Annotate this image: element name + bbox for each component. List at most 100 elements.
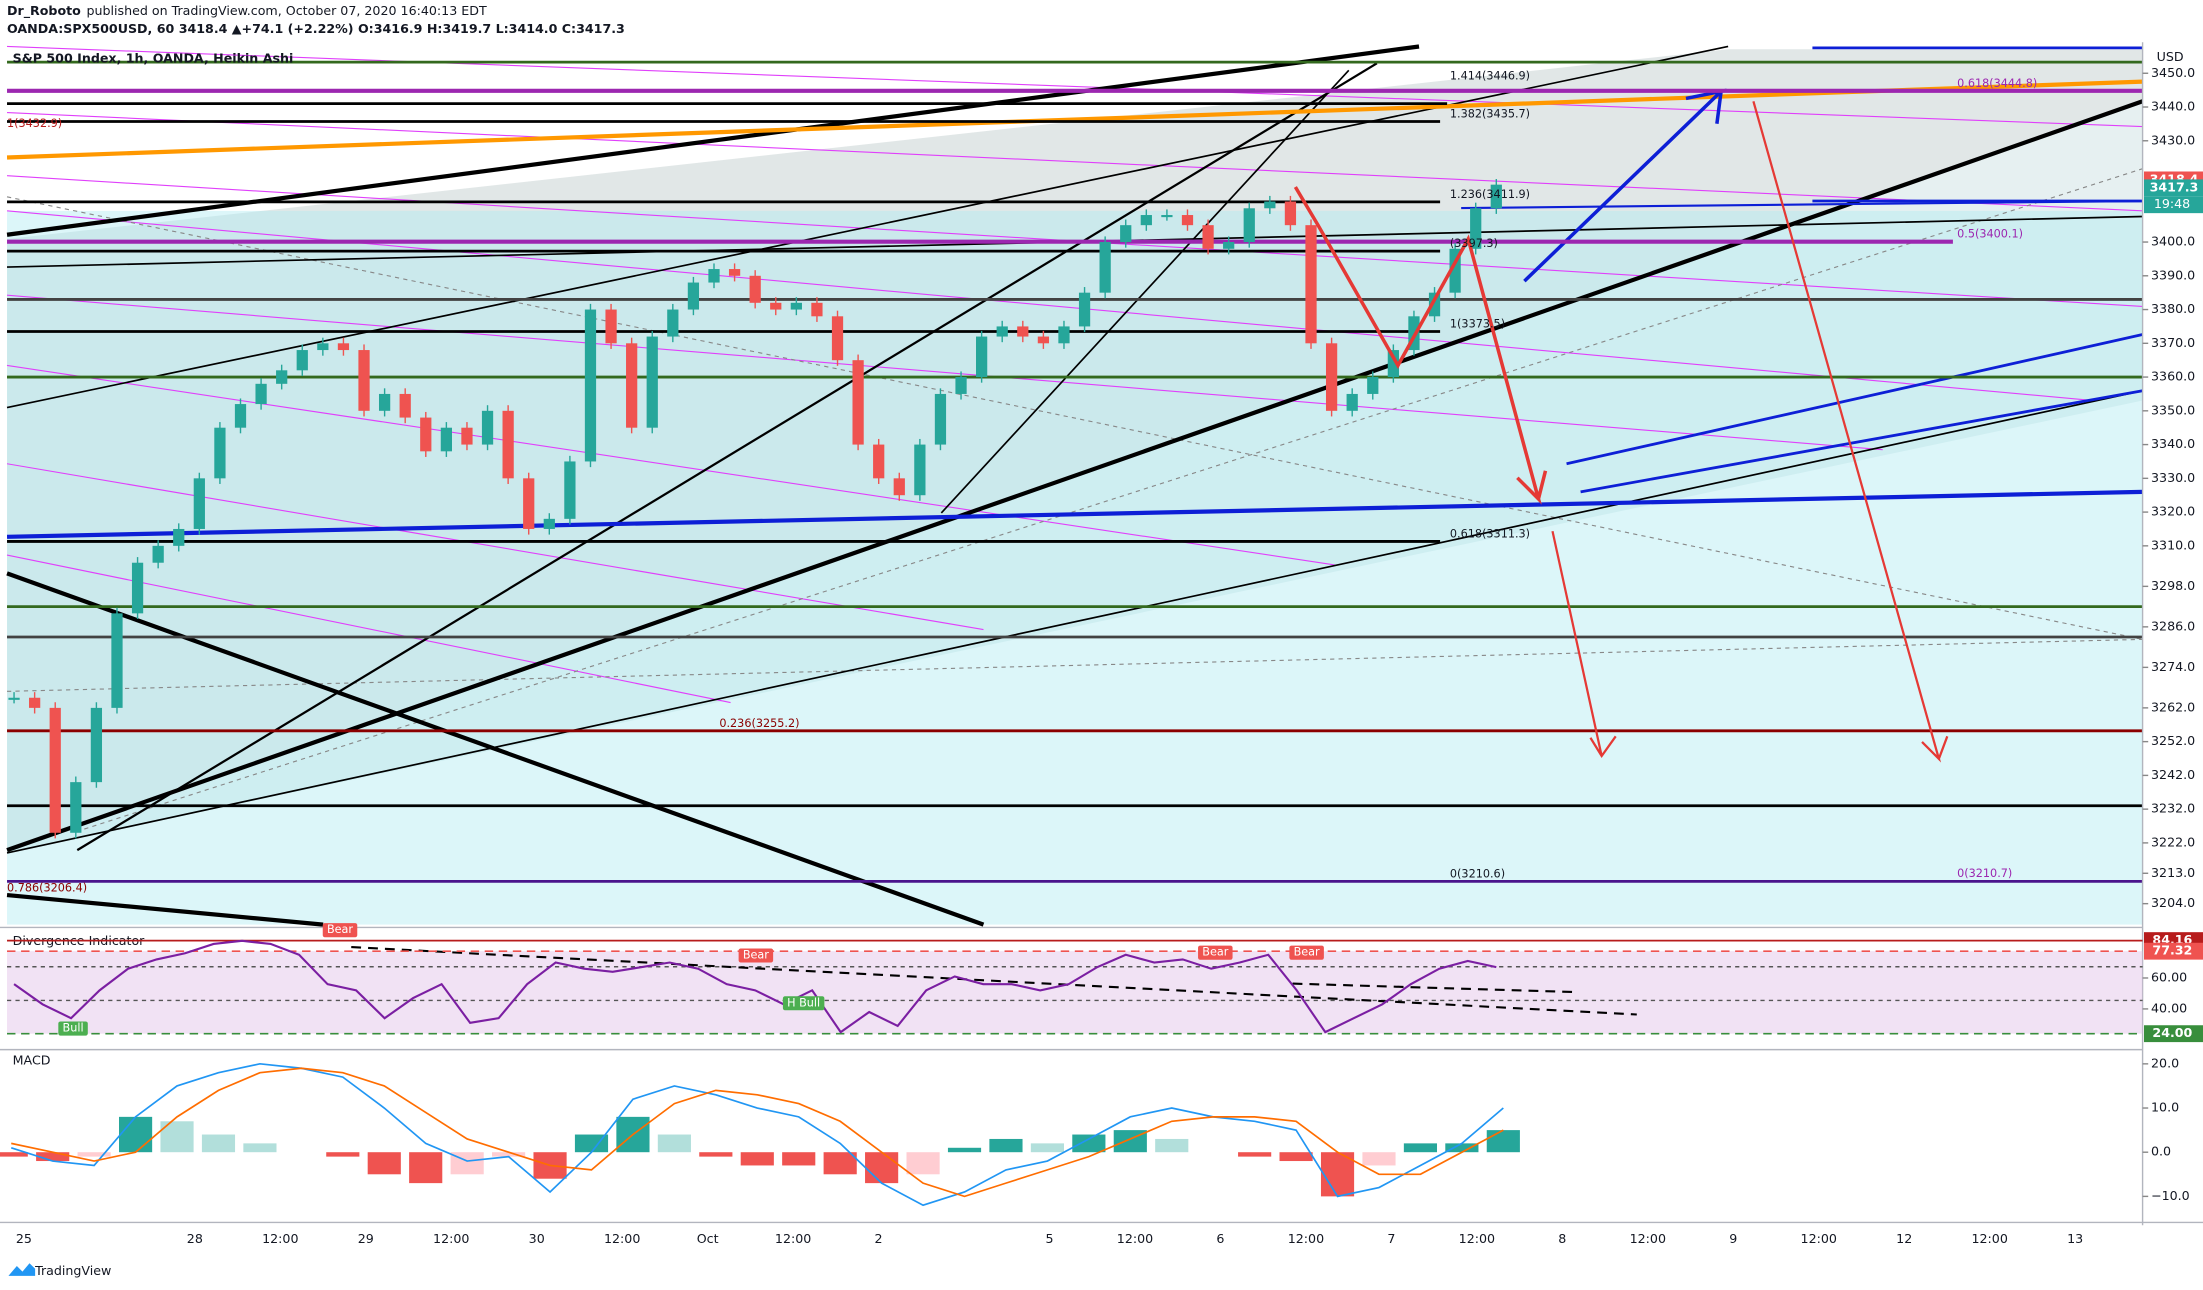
y-tick-label: 3380.0 bbox=[2151, 301, 2195, 316]
y-tick-label: 3350.0 bbox=[2151, 402, 2195, 417]
fib-label: 1.236(3411.9) bbox=[1450, 188, 1530, 201]
y-tick-label: 3320.0 bbox=[2151, 504, 2195, 519]
band bbox=[7, 951, 2143, 1034]
trend-line bbox=[6, 389, 2143, 854]
fib-label: 0.5(3400.1) bbox=[1957, 228, 2023, 241]
candle bbox=[1161, 215, 1173, 218]
x-tick-label: 2 bbox=[875, 1231, 883, 1246]
candle bbox=[543, 518, 555, 529]
histogram-bar bbox=[989, 1138, 1023, 1153]
candle bbox=[461, 427, 473, 445]
candle bbox=[1017, 326, 1029, 337]
candle bbox=[1284, 201, 1297, 226]
y-tick-label: 3232.0 bbox=[2151, 801, 2195, 816]
candle bbox=[626, 343, 638, 428]
signal-label: Bear bbox=[327, 923, 353, 936]
candle bbox=[131, 562, 144, 614]
candle bbox=[317, 343, 329, 351]
fib-label: 0(3210.7) bbox=[1957, 867, 2012, 880]
candle bbox=[49, 707, 61, 833]
dashed-lines bbox=[6, 168, 2143, 830]
histogram-bar bbox=[492, 1152, 526, 1157]
trend-line bbox=[1461, 199, 2143, 210]
histogram-bar bbox=[243, 1143, 277, 1153]
level-tag bbox=[2143, 1025, 2203, 1043]
blue-lines bbox=[6, 46, 2143, 539]
candles bbox=[7, 60, 2143, 883]
candle bbox=[337, 343, 350, 351]
candle bbox=[873, 444, 885, 479]
y-tick-label: 3298.0 bbox=[2151, 578, 2195, 593]
x-tick-label: 29 bbox=[358, 1231, 374, 1246]
fib-label: 0.618(3444.8) bbox=[1957, 77, 2037, 90]
y-tick-label: 3262.0 bbox=[2151, 699, 2195, 714]
y-tick-label: 3204.0 bbox=[2151, 895, 2195, 910]
histogram-bar bbox=[657, 1134, 691, 1153]
candle bbox=[1264, 201, 1276, 209]
y-tick-label: −10.0 bbox=[2151, 1188, 2190, 1203]
candle bbox=[914, 444, 926, 496]
candle bbox=[152, 545, 164, 563]
trend-line bbox=[6, 463, 984, 631]
price-tag-label: 3417.3 bbox=[2150, 179, 2199, 194]
macd-line bbox=[11, 1067, 1504, 1198]
histogram-bar bbox=[409, 1152, 443, 1184]
author: Dr_Roboto bbox=[7, 3, 81, 19]
x-tick-label: 12:00 bbox=[1630, 1231, 1666, 1246]
candle bbox=[1387, 350, 1399, 378]
candle bbox=[296, 350, 308, 371]
x-tick-label: 8 bbox=[1558, 1231, 1566, 1246]
y-tick-label: 3242.0 bbox=[2151, 767, 2195, 782]
footer: TradingView bbox=[34, 1263, 111, 1278]
candle bbox=[234, 404, 247, 428]
arrow bbox=[1752, 100, 1949, 763]
histogram-bar bbox=[1155, 1138, 1189, 1153]
candle bbox=[667, 309, 679, 337]
trend-line bbox=[84, 168, 2143, 830]
signal-badge bbox=[58, 1021, 88, 1036]
candle bbox=[564, 461, 576, 519]
fib-label: 1.414(3446.9) bbox=[1450, 70, 1530, 83]
arrow bbox=[1523, 88, 1727, 283]
fib-label: 1(3432.9) bbox=[7, 117, 62, 130]
x-tick-label: 12:00 bbox=[262, 1231, 298, 1246]
x-tick-label: 25 bbox=[16, 1231, 32, 1246]
level-tag-label: 24.00 bbox=[2152, 1025, 2192, 1040]
y-tick-label: 3370.0 bbox=[2151, 335, 2195, 350]
y-tick-label: 60.00 bbox=[2151, 969, 2187, 984]
signal-badge bbox=[1289, 945, 1324, 960]
y-tick-label: 3440.0 bbox=[2151, 99, 2195, 114]
candle bbox=[399, 393, 411, 418]
candle bbox=[1078, 292, 1091, 327]
candle bbox=[934, 393, 947, 445]
candle bbox=[955, 377, 967, 394]
histogram-bar bbox=[1238, 1152, 1272, 1157]
x-tick-label: 12:00 bbox=[1801, 1231, 1837, 1246]
logo bbox=[8, 1263, 36, 1276]
candle bbox=[193, 478, 205, 529]
fib-label: 1(3373.5) bbox=[1450, 317, 1505, 330]
trend-line bbox=[6, 79, 2143, 160]
candle bbox=[440, 427, 452, 452]
y-tick-label: 10.0 bbox=[2151, 1100, 2179, 1115]
histogram-bar bbox=[1486, 1130, 1520, 1153]
signal-label: Bull bbox=[63, 1022, 84, 1035]
signal-label: H Bull bbox=[787, 996, 820, 1009]
red-arrows bbox=[1293, 100, 1949, 763]
y-tick-label: 3310.0 bbox=[2151, 537, 2195, 552]
histogram-bar bbox=[1279, 1152, 1313, 1162]
y-tick-label: 3430.0 bbox=[2151, 132, 2195, 147]
pane-title: MACD bbox=[13, 1052, 51, 1067]
x-tick-label: 30 bbox=[529, 1231, 545, 1246]
candle bbox=[1099, 242, 1111, 293]
y-tick-label: 3286.0 bbox=[2151, 618, 2195, 633]
countdown-bg bbox=[2143, 196, 2203, 214]
trend-line bbox=[1566, 333, 2143, 466]
quote: OANDA:SPX500USD, 60 3418.4 ▲+74.1 (+2.22… bbox=[7, 21, 625, 36]
candle bbox=[1058, 326, 1070, 344]
candle bbox=[1037, 336, 1050, 344]
arrow bbox=[1551, 530, 1617, 759]
histogram-bar bbox=[1072, 1134, 1106, 1153]
trend-line bbox=[6, 571, 985, 927]
